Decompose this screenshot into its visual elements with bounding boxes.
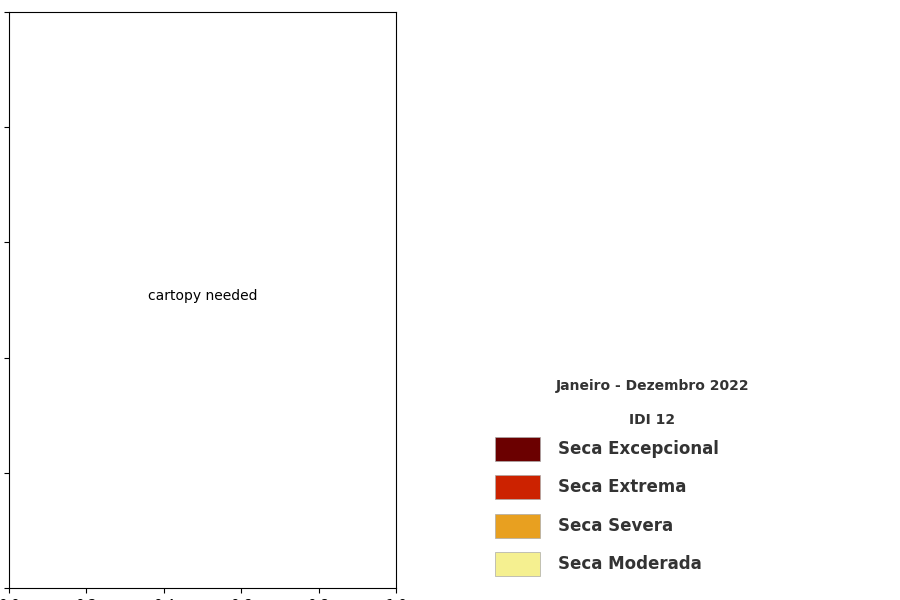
FancyBboxPatch shape (495, 437, 540, 461)
Text: Seca Extrema: Seca Extrema (558, 478, 687, 496)
Text: Seca Severa: Seca Severa (558, 517, 673, 535)
Text: Janeiro - Dezembro 2022: Janeiro - Dezembro 2022 (555, 379, 750, 393)
FancyBboxPatch shape (495, 514, 540, 538)
Text: Seca Excepcional: Seca Excepcional (558, 440, 719, 458)
Text: cartopy needed: cartopy needed (148, 289, 257, 303)
FancyBboxPatch shape (495, 475, 540, 499)
Text: Seca Moderada: Seca Moderada (558, 555, 702, 573)
Text: IDI 12: IDI 12 (629, 413, 676, 427)
FancyBboxPatch shape (495, 552, 540, 576)
